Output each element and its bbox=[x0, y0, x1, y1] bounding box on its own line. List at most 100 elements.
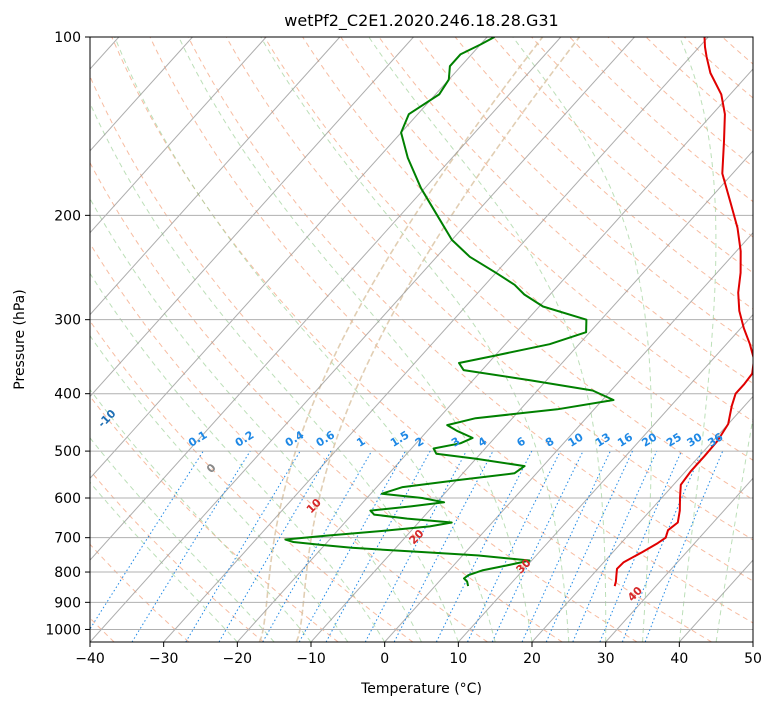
axes-ticks: −40 −30 −20 −10 0 10 20 30 40 5010020030040050060… bbox=[45, 30, 762, 667]
dry-adiabat-line bbox=[90, 395, 339, 642]
x-tick-label: 50 bbox=[744, 651, 762, 667]
moist-adiabat-line bbox=[678, 37, 717, 642]
isotherm-line bbox=[90, 37, 414, 398]
moist-adiabat-line bbox=[178, 37, 533, 642]
dry-adiabat-line bbox=[645, 37, 753, 133]
dry-adiabat-line bbox=[531, 37, 753, 238]
dry-adiabat-line bbox=[569, 37, 753, 203]
isotherm-line bbox=[90, 37, 562, 561]
mixing-ratio-line bbox=[545, 450, 633, 642]
dendritic-zone-line bbox=[295, 37, 581, 642]
mixing-ratio-line bbox=[435, 450, 533, 642]
moist-adiabat-line bbox=[90, 437, 275, 642]
mixing-ratio-label: 13 bbox=[593, 431, 613, 450]
dry-adiabat-line bbox=[149, 37, 753, 624]
isotherm-line bbox=[605, 477, 753, 642]
x-tick-label: 0 bbox=[380, 651, 389, 667]
y-tick-label: 400 bbox=[54, 387, 81, 403]
dry-adiabat-line bbox=[493, 37, 753, 274]
mixing-ratio-line bbox=[467, 450, 561, 642]
dry-adiabat-line bbox=[90, 242, 488, 642]
isotherm-line bbox=[90, 37, 267, 234]
mixing-ratio-line bbox=[364, 450, 467, 642]
moist-adiabat-line bbox=[90, 334, 349, 642]
isotherm-line bbox=[90, 37, 341, 316]
isotherm-line bbox=[384, 231, 753, 642]
mixing-ratio-label: 10 bbox=[566, 430, 586, 449]
moist-adiabat-line bbox=[90, 388, 312, 642]
y-tick-label: 300 bbox=[54, 313, 81, 329]
y-tick-label: 100 bbox=[54, 30, 81, 46]
mixing-ratio-label: 16 bbox=[615, 430, 635, 449]
dry-adiabat-line bbox=[90, 161, 563, 642]
mixing-ratio-label: 6 bbox=[515, 434, 529, 449]
dry-adiabat-label: 20 bbox=[407, 527, 427, 547]
moist-adiabat-line bbox=[512, 37, 653, 642]
dry-adiabat-label: -10 bbox=[95, 407, 118, 430]
dry-adiabat-line bbox=[225, 37, 753, 541]
mixing-ratio-label: 30 bbox=[685, 430, 705, 449]
moist-adiabat-line bbox=[90, 102, 459, 642]
dry-adiabat-line bbox=[187, 37, 753, 582]
moist-adiabat-line bbox=[368, 37, 607, 642]
plot-series bbox=[284, 37, 753, 587]
x-tick-label: −40 bbox=[75, 651, 105, 667]
temperature-profile-line bbox=[613, 37, 753, 587]
dry-adiabat-label: 0 bbox=[204, 461, 219, 476]
dry-adiabat-line bbox=[683, 37, 753, 99]
mixing-ratio-line bbox=[572, 450, 658, 642]
mixing-ratio-line bbox=[599, 450, 682, 642]
moist-adiabat-line bbox=[260, 37, 570, 642]
y-tick-label: 700 bbox=[54, 531, 81, 547]
mixing-ratio-line bbox=[262, 450, 373, 642]
mixing-ratio-label: 4 bbox=[476, 434, 490, 449]
chart-title: wetPf2_C2E1.2020.246.18.28.G31 bbox=[284, 11, 558, 31]
isotherm-line bbox=[90, 37, 193, 152]
mixing-ratio-label: 25 bbox=[664, 431, 684, 450]
dewpoint-profile-line bbox=[284, 37, 615, 587]
x-tick-label: 30 bbox=[597, 651, 615, 667]
moist-adiabat-line bbox=[90, 197, 422, 642]
moist-adiabat-line bbox=[90, 272, 386, 642]
dry-adiabat-line bbox=[378, 37, 753, 385]
mixing-ratio-line bbox=[298, 450, 406, 642]
mixing-ratio-line bbox=[621, 450, 703, 642]
dry-adiabat-line bbox=[264, 37, 753, 501]
isotherm-line bbox=[752, 641, 753, 642]
dry-adiabat-line bbox=[454, 37, 753, 310]
isotherm-line bbox=[678, 559, 753, 642]
y-axis-label: Pressure (hPa) bbox=[12, 289, 28, 389]
mixing-ratio-line bbox=[90, 450, 204, 630]
dry-adiabat-line bbox=[90, 543, 190, 642]
mixing-ratio-line bbox=[325, 450, 431, 642]
moist-adiabat-line bbox=[715, 415, 753, 642]
moist-adiabat-line bbox=[114, 37, 496, 642]
dry-adiabat-line bbox=[340, 37, 753, 423]
mixing-ratio-label: 3 bbox=[449, 435, 462, 450]
mixing-ratio-label: 20 bbox=[639, 430, 659, 449]
y-tick-label: 600 bbox=[54, 491, 81, 507]
y-tick-label: 900 bbox=[54, 595, 81, 611]
dry-adiabat-line bbox=[111, 37, 712, 642]
dendritic-zone-line bbox=[258, 37, 544, 642]
dry-adiabat-line bbox=[90, 469, 264, 642]
dry-adiabat-line bbox=[90, 75, 638, 642]
mixing-ratio-label: 2 bbox=[413, 435, 426, 450]
mixing-ratio-label: 0.4 bbox=[283, 428, 307, 450]
mixing-ratio-line bbox=[185, 450, 301, 642]
plot-background-lines bbox=[90, 37, 753, 642]
x-tick-label: −30 bbox=[149, 651, 179, 667]
moist-adiabat-line bbox=[752, 638, 753, 642]
dry-adiabat-line bbox=[416, 37, 753, 347]
x-tick-label: 20 bbox=[523, 651, 541, 667]
x-tick-label: −20 bbox=[223, 651, 253, 667]
isotherm-line bbox=[236, 68, 753, 642]
isotherm-line bbox=[90, 37, 488, 480]
mixing-ratio-label: 1.5 bbox=[388, 428, 411, 449]
x-tick-label: 10 bbox=[449, 651, 467, 667]
isotherm-line bbox=[90, 37, 635, 642]
y-tick-label: 800 bbox=[54, 565, 81, 581]
mixing-ratio-line bbox=[491, 450, 584, 642]
